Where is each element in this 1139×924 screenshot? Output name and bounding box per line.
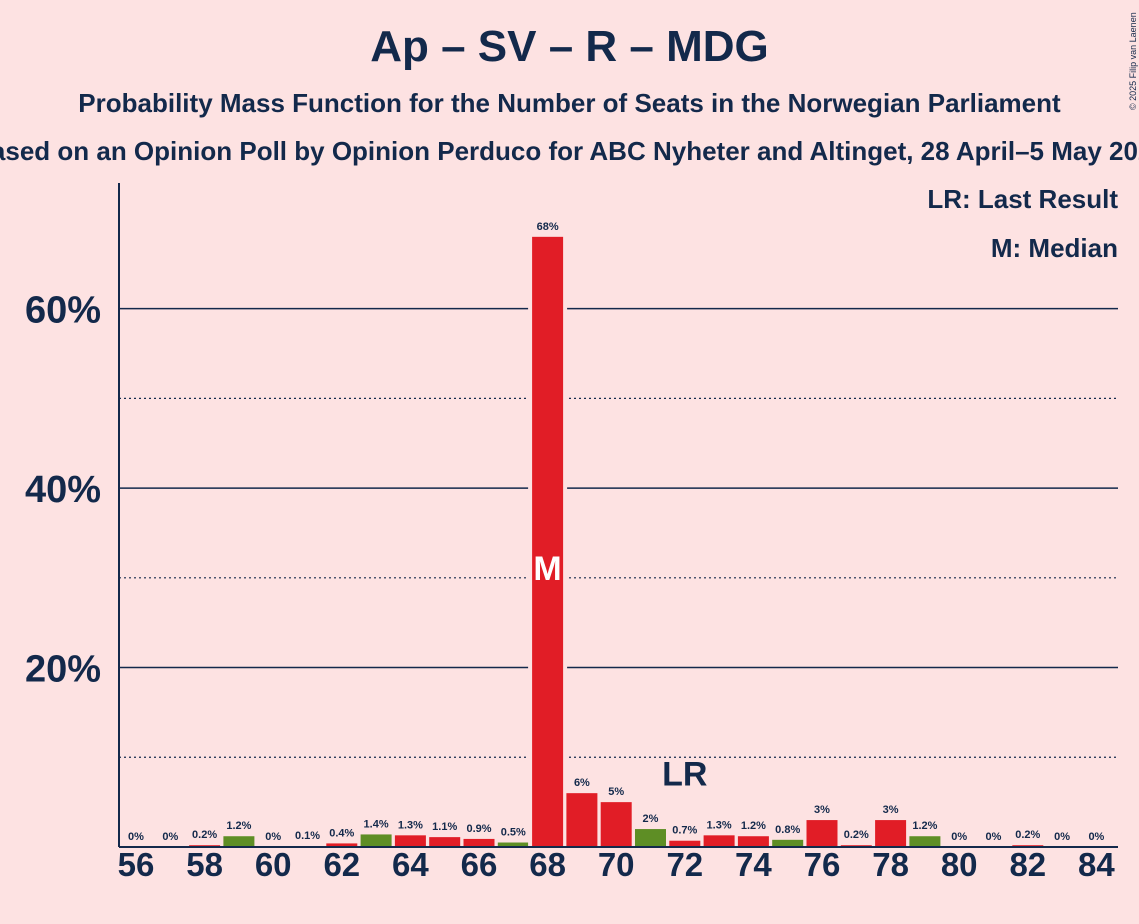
value-label-seat-82: 0.2%: [1015, 829, 1040, 841]
bar-seat-66: [463, 838, 495, 847]
value-label-seat-83: 0%: [1054, 831, 1070, 843]
bar-seat-78: [875, 820, 907, 847]
value-label-seat-84: 0%: [1088, 831, 1104, 843]
legend-median: M: Median: [990, 233, 1118, 263]
bar-seat-72: [669, 840, 701, 847]
x-tick-label: 60: [255, 846, 292, 883]
bar-seat-71: [635, 829, 666, 847]
last-result-marker: LR: [662, 755, 707, 793]
bar-seat-68: [532, 236, 564, 848]
value-label-seat-81: 0%: [986, 831, 1002, 843]
value-label-seat-73: 1.3%: [707, 819, 732, 831]
legend-last-result: LR: Last Result: [927, 184, 1118, 214]
value-labels: 0% 0% 0.2% 1.2% 0% 0.1% 0.4% 1.4% 1.3% 1.1% 0.9% 0.…: [128, 221, 1105, 843]
value-label-seat-74: 1.2%: [741, 820, 766, 832]
bar-seat-73: [703, 835, 735, 847]
value-label-seat-61: 0.1%: [295, 830, 320, 842]
x-tick-label: 64: [392, 846, 429, 883]
value-label-seat-76: 3%: [814, 804, 830, 816]
bar-seat-70: [600, 802, 632, 847]
median-marker: M: [533, 550, 561, 588]
value-label-seat-79: 1.2%: [912, 820, 937, 832]
value-label-seat-69: 6%: [574, 777, 590, 789]
value-label-seat-80: 0%: [951, 831, 967, 843]
x-tick-label: 76: [804, 846, 841, 883]
bar-seat-74: [737, 836, 769, 847]
value-label-seat-66: 0.9%: [466, 823, 491, 835]
chart-source-subtitle: Based on an Opinion Poll by Opinion Perd…: [0, 136, 1139, 166]
value-label-seat-59: 1.2%: [226, 820, 251, 832]
value-label-seat-68: 68%: [537, 221, 559, 233]
y-tick-label: 40%: [25, 469, 101, 511]
bar-seat-64: [394, 835, 426, 847]
x-tick-label: 66: [461, 846, 498, 883]
bar-seat-67: [497, 842, 529, 847]
x-tick-label: 82: [1009, 846, 1046, 883]
value-label-seat-58: 0.2%: [192, 829, 217, 841]
value-label-seat-65: 1.1%: [432, 821, 457, 833]
chart-subtitle: Probability Mass Function for the Number…: [78, 88, 1061, 118]
x-tick-label: 68: [529, 846, 566, 883]
value-label-seat-64: 1.3%: [398, 819, 423, 831]
bars: [189, 236, 1044, 848]
x-tick-label: 62: [323, 846, 360, 883]
value-label-seat-72: 0.7%: [672, 825, 697, 837]
bar-seat-62: [326, 843, 358, 847]
bar-seat-75: [772, 839, 804, 847]
x-tick-label: 78: [872, 846, 909, 883]
x-tick-label: 72: [666, 846, 703, 883]
x-tick-label: 58: [186, 846, 223, 883]
x-tick-label: 70: [598, 846, 635, 883]
value-label-seat-77: 0.2%: [844, 829, 869, 841]
x-tick-label: 80: [941, 846, 978, 883]
bar-seat-69: [566, 793, 598, 847]
value-label-seat-62: 0.4%: [329, 827, 354, 839]
grid-lines: [119, 307, 1118, 758]
x-tick-label: 74: [735, 846, 772, 883]
bar-seat-65: [429, 837, 461, 847]
value-label-seat-75: 0.8%: [775, 824, 800, 836]
value-label-seat-57: 0%: [162, 831, 178, 843]
bar-seat-59: [223, 836, 255, 847]
bar-seat-79: [909, 836, 941, 847]
value-label-seat-78: 3%: [883, 804, 899, 816]
bar-seat-63: [360, 834, 392, 847]
value-label-seat-71: 2%: [643, 813, 659, 825]
x-tick-label: 84: [1078, 846, 1115, 883]
x-tick-label: 56: [118, 846, 155, 883]
y-tick-label: 20%: [25, 649, 101, 691]
bar-seat-76: [806, 820, 838, 847]
y-tick-label: 60%: [25, 290, 101, 332]
value-label-seat-56: 0%: [128, 831, 144, 843]
value-label-seat-63: 1.4%: [364, 818, 389, 830]
value-label-seat-67: 0.5%: [501, 827, 526, 839]
chart-title: Ap – SV – R – MDG: [370, 22, 769, 71]
axes: 20% 40% 60% 56 58 60 62 64 66 68 70 72 74 76 78 80 82 84: [25, 183, 1118, 883]
value-label-seat-60: 0%: [265, 831, 281, 843]
value-label-seat-70: 5%: [608, 786, 624, 798]
